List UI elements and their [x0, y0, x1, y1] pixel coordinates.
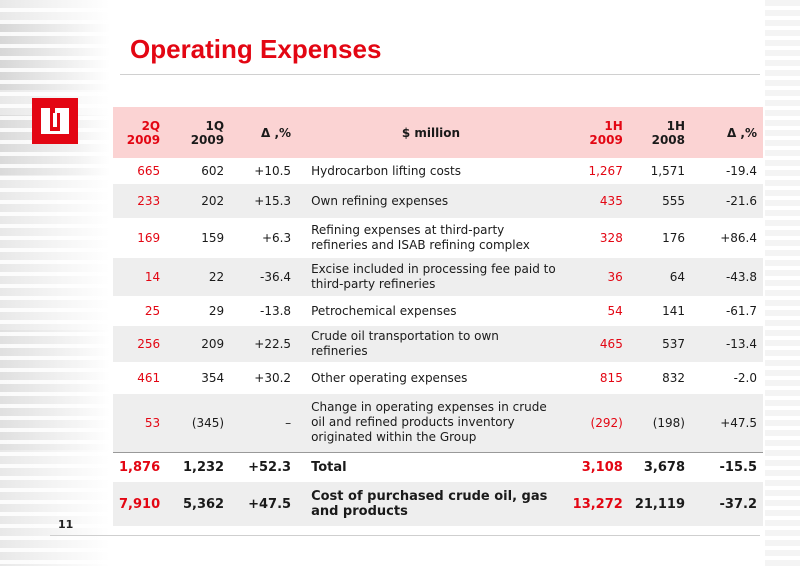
lukoil-logo-icon: [32, 98, 78, 144]
cell-2q: 256: [113, 326, 167, 362]
operating-expenses-table: 2Q 2009 1Q 2009 Δ ,% $ million 1H 2009 1…: [113, 107, 763, 526]
cell-delta-q: +22.5: [230, 326, 298, 362]
table-row: 665 602 +10.5 Hydrocarbon lifting costs …: [113, 158, 763, 184]
cell-2q: 25: [144, 304, 161, 318]
cell-description: Cost of purchased crude oil, gas and pro…: [297, 482, 565, 526]
cell-1h-2008: 1,571: [650, 164, 685, 178]
table-row: 14 22 -36.4 Excise included in processin…: [113, 258, 763, 296]
cell-delta-q: -13.8: [260, 304, 292, 318]
header-description: $ million: [297, 107, 565, 158]
header-1h-2009: 1H 2009: [564, 107, 629, 158]
cell-description: Refining expenses at third-party refiner…: [311, 223, 530, 252]
cell-1q: (345): [166, 394, 231, 452]
cell-1h-2008: 3,678: [628, 451, 691, 482]
cell-delta-h: +47.5: [691, 394, 763, 452]
cell-1h-2009: 328: [599, 231, 623, 245]
cell-1h-2009: 435: [564, 184, 629, 218]
table-row: 256 209 +22.5 Crude oil transportation t…: [113, 326, 763, 362]
cell-1h-2008: 555: [628, 184, 691, 218]
header-delta-quarter: Δ ,%: [230, 107, 298, 158]
table-row: 169 159 +6.3 Refining expenses at third-…: [113, 218, 763, 258]
cell-2q: 7,910: [113, 482, 167, 526]
cell-1h-2009: 3,108: [564, 451, 629, 482]
cell-2q: 14: [113, 258, 167, 296]
page-title: Operating Expenses: [130, 34, 382, 64]
cell-description: Petrochemical expenses: [311, 303, 457, 318]
cell-description: Change in operating expenses in crude oi…: [297, 394, 565, 452]
cell-description: Crude oil transportation to own refineri…: [297, 326, 565, 362]
cell-delta-q: +47.5: [230, 482, 298, 526]
page-number: 11: [58, 518, 74, 531]
title-divider: [120, 74, 760, 75]
cell-description: Own refining expenses: [297, 184, 565, 218]
cell-delta-h: -21.6: [691, 184, 763, 218]
cell-1q: 602: [201, 164, 225, 178]
header-1h-2008: 1H 2008: [628, 107, 691, 158]
cell-delta-q: +6.3: [261, 231, 292, 245]
cell-delta-q: -36.4: [230, 258, 298, 296]
table-header-row: 2Q 2009 1Q 2009 Δ ,% $ million 1H 2009 1…: [113, 107, 763, 158]
header-1q-2009: 1Q 2009: [166, 107, 231, 158]
cell-1h-2009: 465: [564, 326, 629, 362]
cell-1h-2009: 36: [564, 258, 629, 296]
cell-description: Total: [297, 451, 565, 482]
cell-2q: 53: [113, 394, 167, 452]
purchased-row: 7,910 5,362 +47.5 Cost of purchased crud…: [113, 482, 763, 526]
cell-1q: 354: [201, 371, 225, 385]
cell-1q: 1,232: [166, 451, 231, 482]
cell-2q: 1,876: [113, 451, 167, 482]
table-row: 461 354 +30.2 Other operating expenses 8…: [113, 362, 763, 394]
cell-delta-h: -37.2: [691, 482, 763, 526]
cell-1q: 209: [166, 326, 231, 362]
cell-1q: 29: [208, 304, 225, 318]
cell-description: Excise included in processing fee paid t…: [297, 258, 565, 296]
cell-delta-q: –: [230, 394, 298, 452]
header-2q-2009: 2Q 2009: [113, 107, 167, 158]
cell-description: Other operating expenses: [311, 370, 468, 385]
cell-1q: 159: [201, 231, 225, 245]
cell-2q: 665: [137, 164, 161, 178]
table-row: 233 202 +15.3 Own refining expenses 435 …: [113, 184, 763, 218]
cell-1h-2009: 13,272: [564, 482, 629, 526]
cell-1h-2008: 64: [628, 258, 691, 296]
cell-delta-h: -2.0: [733, 371, 757, 385]
cell-delta-h: -15.5: [691, 451, 763, 482]
cell-1h-2008: 141: [662, 304, 685, 318]
cell-1h-2009: 54: [607, 304, 623, 318]
cell-1q: 22: [166, 258, 231, 296]
cell-1h-2009: 815: [599, 371, 623, 385]
cell-1h-2008: 21,119: [628, 482, 691, 526]
cell-1h-2008: (198): [628, 394, 691, 452]
cell-2q: 461: [137, 371, 161, 385]
cell-delta-h: -13.4: [691, 326, 763, 362]
cell-1h-2009: (292): [564, 394, 629, 452]
cell-delta-q: +15.3: [230, 184, 298, 218]
cell-delta-q: +52.3: [230, 451, 298, 482]
right-stripes: [765, 0, 800, 566]
cell-1h-2008: 537: [628, 326, 691, 362]
total-row: 1,876 1,232 +52.3 Total 3,108 3,678 -15.…: [113, 451, 763, 482]
cell-description: Hydrocarbon lifting costs: [311, 163, 462, 178]
header-delta-halfyear: Δ ,%: [691, 107, 763, 158]
cell-delta-h: -61.7: [725, 304, 757, 318]
cell-1h-2008: 832: [662, 371, 685, 385]
cell-2q: 169: [137, 231, 161, 245]
table-row: 25 29 -13.8 Petrochemical expenses 54 14…: [113, 296, 763, 326]
cell-1q: 202: [166, 184, 231, 218]
cell-delta-h: -19.4: [725, 164, 757, 178]
footer-divider: [50, 535, 760, 536]
cell-1h-2008: 176: [662, 231, 685, 245]
cell-delta-q: +30.2: [254, 371, 292, 385]
cell-1q: 5,362: [166, 482, 231, 526]
table-row: 53 (345) – Change in operating expenses …: [113, 394, 763, 452]
cell-delta-h: -43.8: [691, 258, 763, 296]
cell-delta-h: +86.4: [720, 231, 757, 245]
cell-delta-q: +10.5: [254, 164, 292, 178]
cell-2q: 233: [113, 184, 167, 218]
cell-1h-2009: 1,267: [588, 164, 623, 178]
sidebar-stripes: [0, 0, 110, 566]
